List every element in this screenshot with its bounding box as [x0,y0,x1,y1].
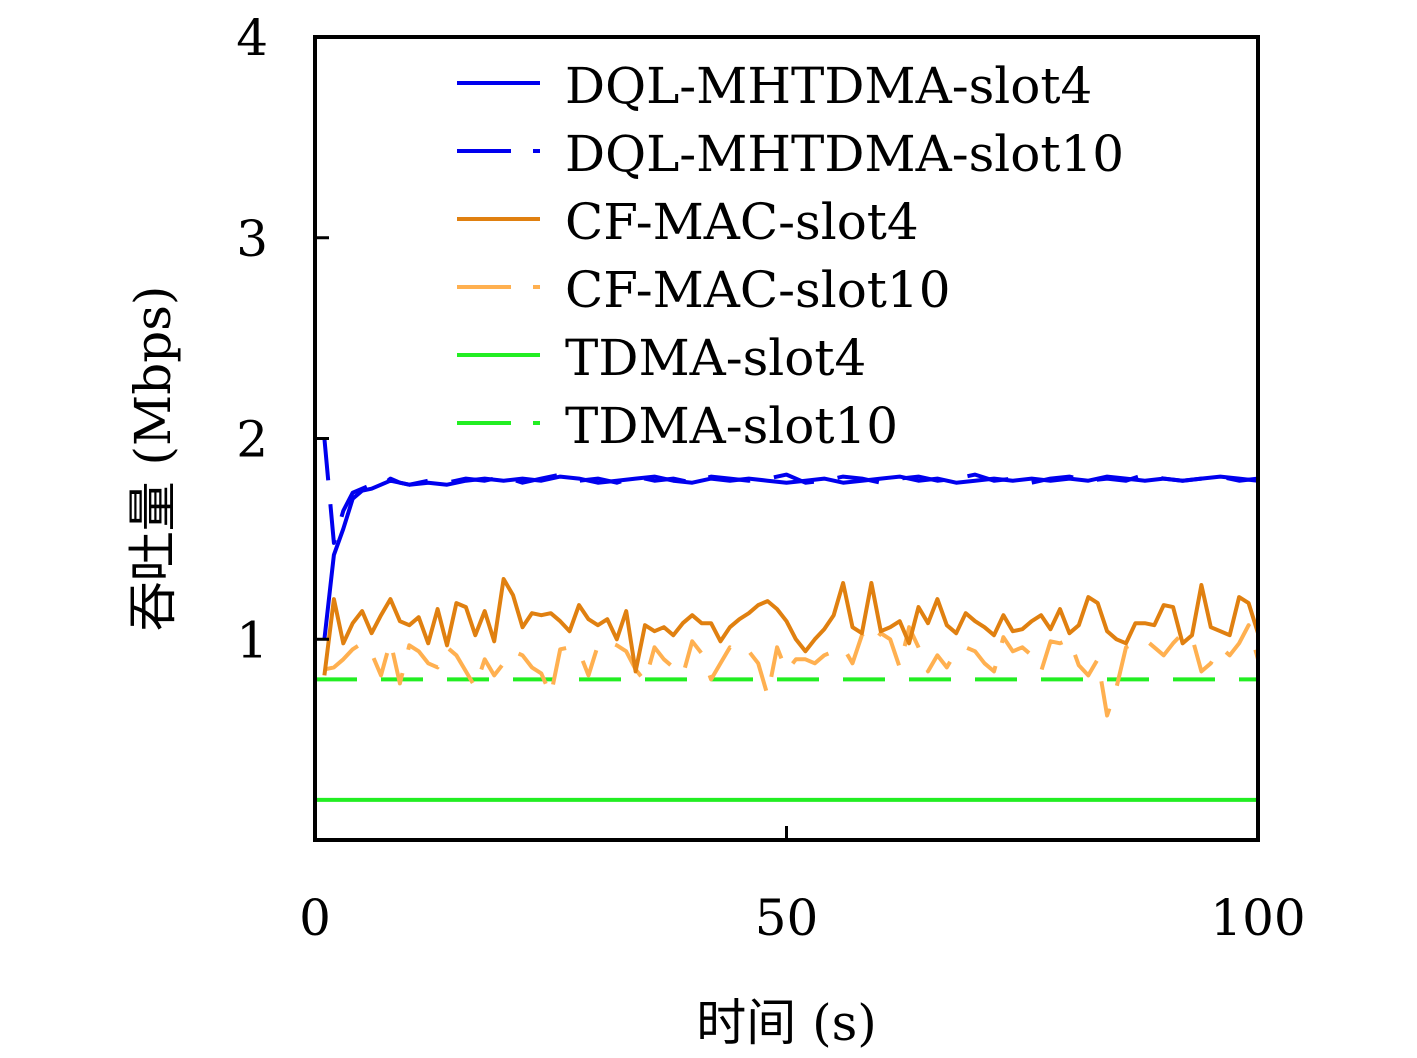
y-tick-label: 1 [236,611,268,669]
legend-label: CF-MAC-slot10 [565,261,951,319]
legend-label: DQL-MHTDMA-slot10 [565,125,1124,183]
legend-label: TDMA-slot4 [565,329,866,387]
legend-label: DQL-MHTDMA-slot4 [565,57,1092,115]
legend: DQL-MHTDMA-slot4 DQL-MHTDMA-slot10 CF-MAC-… [457,57,1124,455]
series-line-cf-mac-slot10 [323,623,1258,718]
legend-label: CF-MAC-slot4 [565,193,919,251]
series-layer [315,438,1258,802]
x-tick-label: 50 [755,889,819,947]
y-axis-title: 吞吐量 (Mbps) [124,286,182,632]
legend-label: TDMA-slot10 [565,397,898,455]
y-tick-label: 3 [236,210,268,268]
ticks-layer [313,35,1260,840]
x-tick-label: 0 [299,889,331,947]
tick-labels: 1 2 3 4 0 50 100 [236,9,1306,947]
x-axis-title: 时间 (s) [696,994,877,1052]
x-tick-label: 100 [1210,889,1305,947]
y-tick-label: 4 [236,9,268,67]
series-line-dql-mhtdma-slot4 [322,474,1258,640]
y-tick-label: 2 [236,411,268,469]
series-line-cf-mac-slot4 [322,577,1258,676]
